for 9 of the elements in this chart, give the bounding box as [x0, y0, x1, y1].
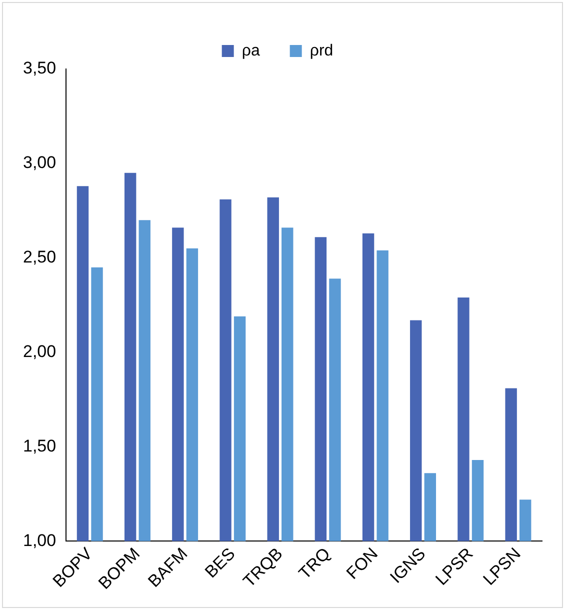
- y-tick-label: 2,00: [22, 342, 56, 361]
- legend-label: ρrd: [310, 42, 334, 60]
- y-tick-label: 3,50: [22, 58, 56, 78]
- y-tick-label: 1,00: [22, 530, 56, 550]
- y-tick-label: 1,50: [22, 436, 56, 456]
- legend-label: ρa: [242, 42, 260, 60]
- y-tick-label: 3,00: [22, 153, 56, 172]
- y-tick-label: 2,50: [22, 248, 56, 267]
- x-tick-label: TRQ: [295, 544, 334, 583]
